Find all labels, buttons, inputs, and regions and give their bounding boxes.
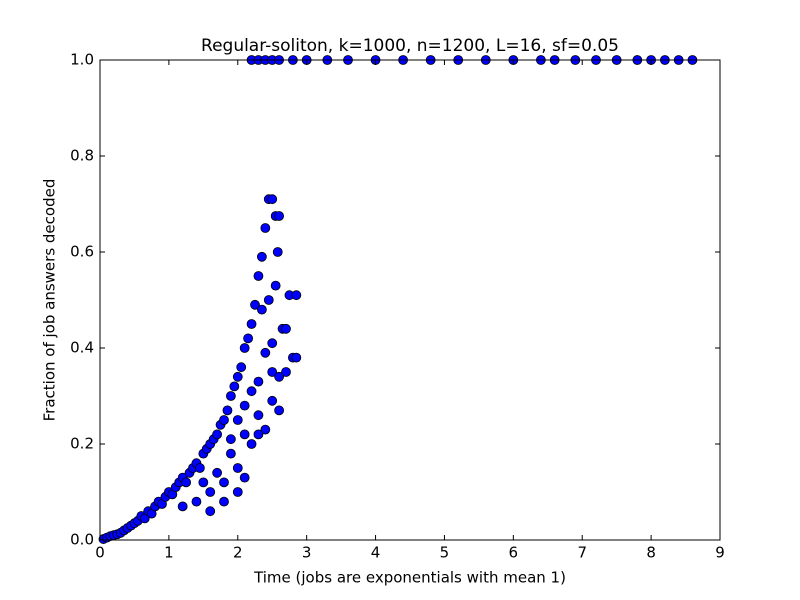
point <box>219 496 229 507</box>
point <box>256 304 267 315</box>
point <box>232 463 243 473</box>
axes-frame <box>99 59 721 541</box>
point <box>232 371 243 382</box>
x-tick-label: 3 <box>302 544 312 562</box>
point <box>232 487 243 497</box>
x-tick-label: 8 <box>646 544 656 562</box>
y-tick-label: 0.4 <box>70 339 94 357</box>
point <box>198 477 209 488</box>
point <box>236 362 247 373</box>
x-tick-label: 5 <box>440 544 450 562</box>
x-tick-label: 6 <box>509 544 519 562</box>
point <box>274 371 285 382</box>
point <box>232 415 243 425</box>
point <box>267 395 278 406</box>
point <box>246 386 257 397</box>
point <box>267 367 278 377</box>
point <box>253 271 264 281</box>
point <box>222 405 233 416</box>
y-tick-label: 0.0 <box>70 531 94 549</box>
x-tick-label: 9 <box>715 544 725 562</box>
point <box>272 247 283 257</box>
point <box>291 290 302 301</box>
point <box>239 343 250 353</box>
point <box>219 415 229 425</box>
point <box>270 280 281 291</box>
point <box>267 338 278 349</box>
point <box>194 463 205 473</box>
plot-area <box>98 55 698 544</box>
x-tick-label: 4 <box>371 544 381 562</box>
y-axis-label: Fraction of job answers decoded <box>41 179 59 422</box>
point <box>291 352 302 363</box>
point <box>260 223 271 233</box>
x-tick-label: 1 <box>164 544 174 562</box>
point <box>253 376 264 387</box>
point <box>274 211 285 221</box>
point <box>243 333 254 344</box>
point <box>246 439 257 449</box>
point <box>181 477 192 488</box>
y-tick-label: 0.2 <box>70 435 94 453</box>
point <box>239 429 250 440</box>
point <box>281 323 291 334</box>
y-tick-label: 0.6 <box>70 243 94 261</box>
point <box>212 467 223 478</box>
point <box>267 194 278 205</box>
point <box>260 424 271 435</box>
y-tick-label: 0.8 <box>70 147 94 165</box>
point <box>281 367 291 377</box>
point <box>219 477 229 488</box>
point <box>260 347 271 358</box>
point <box>177 501 188 512</box>
point <box>246 319 257 329</box>
x-axis-label: Time (jobs are exponentials with mean 1) <box>253 569 566 587</box>
point <box>239 400 250 411</box>
point <box>253 429 264 440</box>
point <box>225 434 236 445</box>
point <box>239 472 250 483</box>
point <box>256 251 267 262</box>
point <box>250 299 260 310</box>
point <box>229 381 240 392</box>
x-tick-label: 7 <box>577 544 587 562</box>
x-tick-label: 0 <box>95 544 105 562</box>
y-tick-label: 1.0 <box>70 51 94 69</box>
point <box>205 487 216 497</box>
point <box>253 410 264 421</box>
point <box>274 405 285 416</box>
point <box>225 391 236 401</box>
point <box>191 496 202 507</box>
x-tick-label: 2 <box>233 544 243 562</box>
point <box>205 506 216 517</box>
chart-title: Regular-soliton, k=1000, n=1200, L=16, s… <box>201 36 619 56</box>
point <box>212 429 223 440</box>
point <box>263 295 274 305</box>
point <box>225 448 236 459</box>
